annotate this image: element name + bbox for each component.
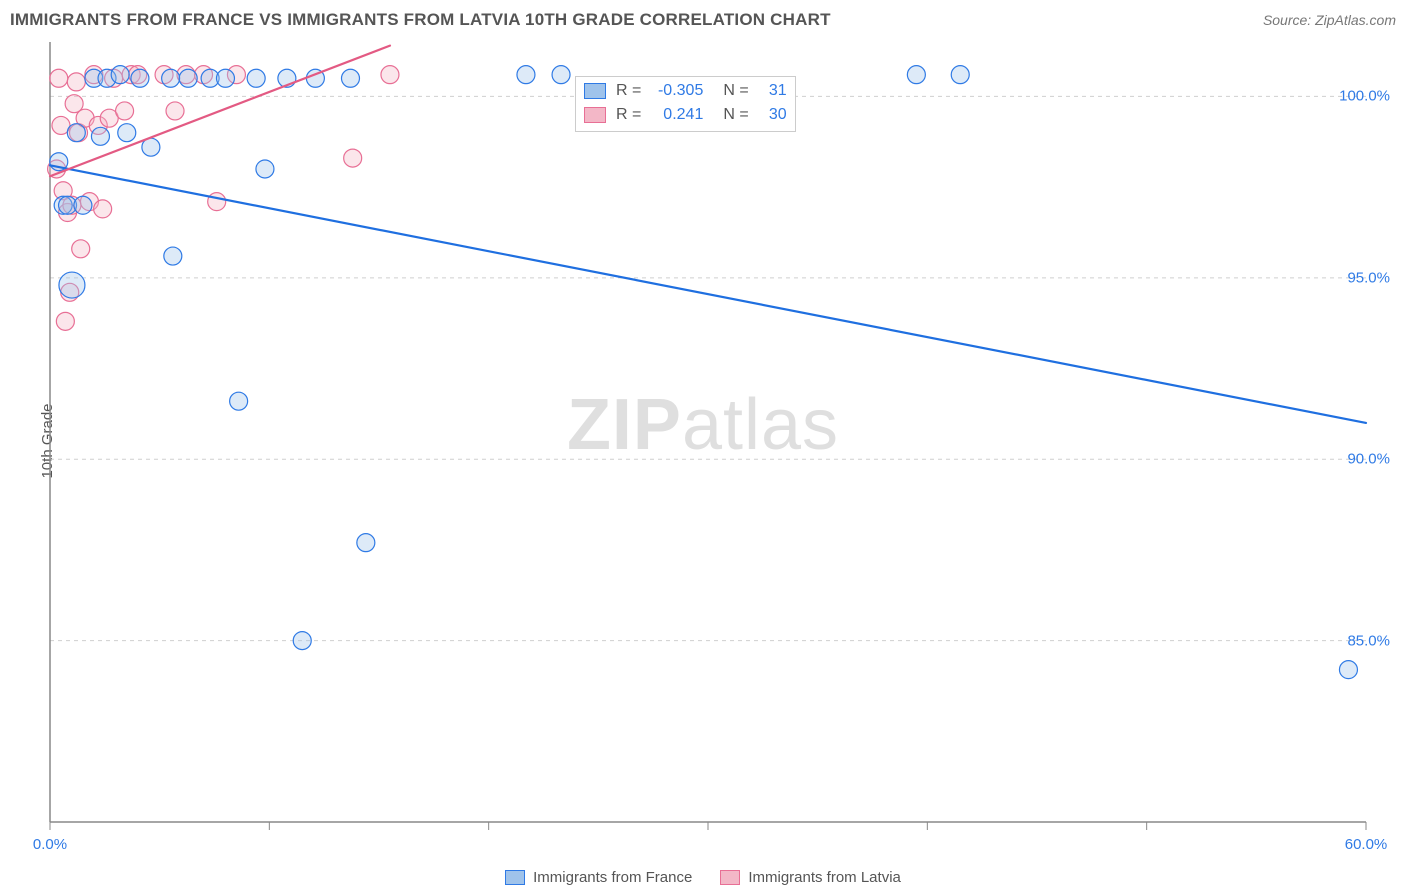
swatch-latvia [720, 870, 740, 885]
y-tick-label: 95.0% [1347, 269, 1390, 286]
chart-header: IMMIGRANTS FROM FRANCE VS IMMIGRANTS FRO… [10, 6, 1396, 34]
legend-item-latvia: Immigrants from Latvia [720, 869, 901, 886]
x-tick-label: 0.0% [33, 836, 67, 853]
y-tick-label: 85.0% [1347, 632, 1390, 649]
n-value-latvia: 30 [757, 106, 787, 124]
swatch-france [584, 83, 606, 99]
r-label: R = [616, 82, 641, 100]
stats-legend: R = -0.305 N = 31 R = 0.241 N = 30 [575, 76, 796, 132]
y-tick-label: 100.0% [1339, 88, 1390, 105]
n-value-france: 31 [757, 82, 787, 100]
source-label: Source: [1263, 12, 1315, 28]
plot-area: 10th Grade ZIPatlas R = -0.305 N = 31 R … [0, 36, 1406, 846]
stats-row-latvia: R = 0.241 N = 30 [584, 103, 787, 127]
n-label: N = [723, 106, 748, 124]
stats-row-france: R = -0.305 N = 31 [584, 79, 787, 103]
legend-label-france: Immigrants from France [533, 869, 692, 886]
swatch-latvia [584, 107, 606, 123]
scatter-plot [44, 36, 1384, 846]
series-legend: Immigrants from France Immigrants from L… [0, 869, 1406, 886]
source-value: ZipAtlas.com [1315, 12, 1396, 28]
n-label: N = [723, 82, 748, 100]
y-tick-label: 90.0% [1347, 451, 1390, 468]
chart-source: Source: ZipAtlas.com [1263, 12, 1396, 28]
r-value-latvia: 0.241 [649, 106, 703, 124]
swatch-france [505, 870, 525, 885]
chart-title: IMMIGRANTS FROM FRANCE VS IMMIGRANTS FRO… [10, 10, 831, 30]
r-value-france: -0.305 [649, 82, 703, 100]
x-tick-label: 60.0% [1345, 836, 1388, 853]
legend-item-france: Immigrants from France [505, 869, 692, 886]
legend-label-latvia: Immigrants from Latvia [748, 869, 901, 886]
r-label: R = [616, 106, 641, 124]
